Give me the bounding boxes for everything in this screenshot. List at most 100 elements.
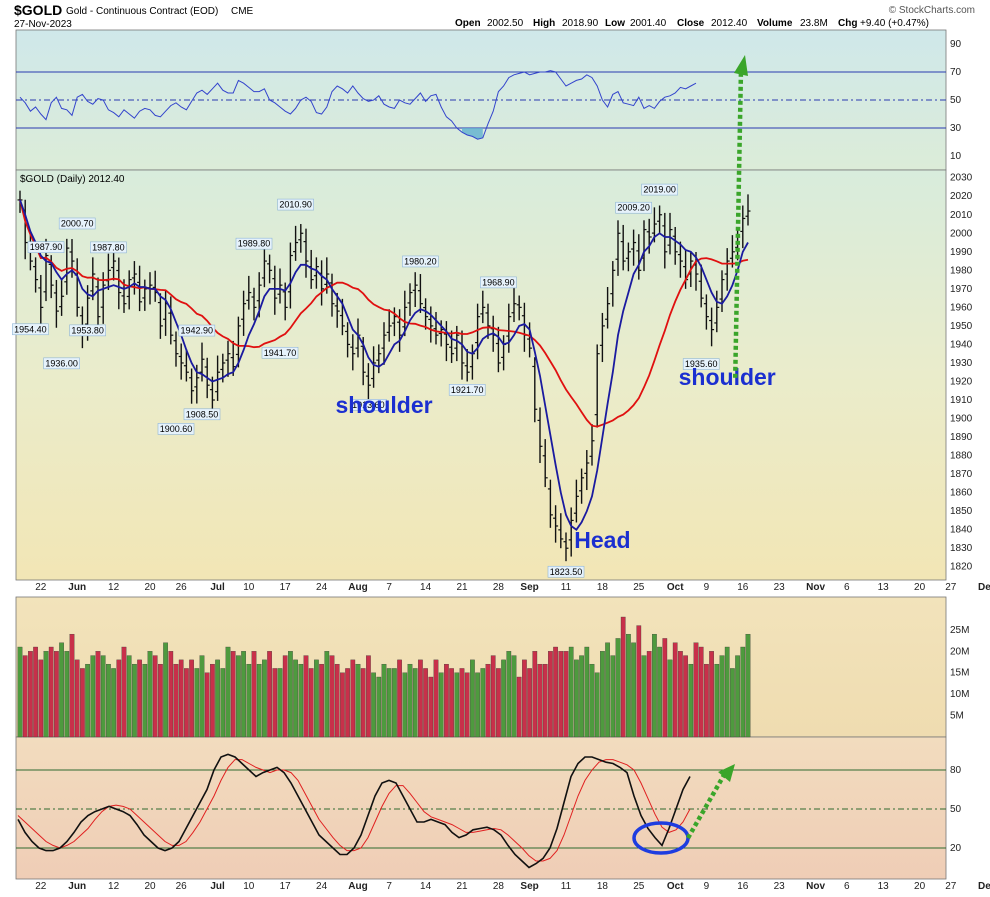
x-tick-label-bottom: 13: [878, 881, 890, 892]
stoch-tick-label: 80: [950, 765, 962, 776]
rsi-chart: 10 30 50 70 90: [16, 39, 962, 162]
price-label-box: [615, 201, 652, 214]
rsi-line: [19, 70, 697, 140]
volume-bar: [667, 659, 673, 738]
volume-bar: [22, 655, 28, 738]
chg-value: +9.40 (+0.47%): [860, 18, 929, 29]
volume-bar: [64, 651, 70, 738]
stochastic-panel: [15, 736, 947, 880]
x-tick-label-bottom: Aug: [348, 881, 367, 892]
x-tick-label-top: 11: [561, 582, 572, 593]
price-label-box: [157, 423, 195, 435]
stoch-tick-label: 50: [950, 804, 962, 815]
volume-bar: [719, 655, 725, 738]
price-label-box: [480, 276, 517, 289]
x-tick-label-top: 22: [35, 582, 47, 593]
volume-bar: [672, 642, 678, 738]
high-label: High: [533, 18, 555, 29]
price-tick-label: 1890: [950, 432, 973, 443]
stoch-projection-arrow-head: [718, 764, 735, 782]
volume-bar: [147, 651, 153, 738]
volume-bar: [329, 655, 335, 738]
price-label: 1936.00: [45, 358, 78, 368]
x-tick-label-bottom: 23: [774, 881, 786, 892]
volume-bar: [501, 659, 506, 738]
volume-bar: [189, 659, 194, 738]
volume-bar: [334, 663, 340, 738]
volume-bar: [142, 663, 148, 738]
x-tick-label-top: 7: [386, 582, 392, 593]
volume-bar: [158, 663, 163, 738]
volume-bar: [678, 651, 683, 738]
volume-tick-label: 15M: [950, 668, 969, 679]
price-label-box: [261, 346, 299, 359]
x-tick-label-top: 10: [243, 582, 255, 593]
price-label: 2010.90: [279, 200, 312, 210]
close-value: 2012.40: [711, 18, 748, 29]
rsi-tick-label: 70: [950, 67, 962, 78]
volume-bar: [324, 651, 330, 738]
volume-bar: [631, 642, 636, 738]
volume-bar: [392, 668, 397, 738]
volume-bar: [184, 668, 189, 738]
x-tick-label-bottom: 27: [945, 881, 957, 892]
price-label: 1921.70: [451, 385, 484, 395]
price-label: 1942.90: [181, 326, 214, 336]
volume-bar: [652, 633, 657, 738]
open-label: Open: [455, 18, 481, 29]
projection-arrow-head: [734, 55, 748, 76]
volume-bar: [662, 638, 668, 738]
volume-bar: [626, 633, 631, 738]
volume-bar: [308, 668, 314, 738]
volume-bar: [527, 668, 532, 738]
ma-short-line: [19, 199, 749, 531]
volume-bar: [641, 655, 647, 738]
volume-bar: [100, 655, 106, 738]
volume-bar: [366, 655, 371, 738]
volume-bar: [454, 672, 460, 738]
volume-bar: [438, 672, 444, 738]
exchange-label: CME: [231, 6, 254, 17]
x-tick-label-top: 24: [316, 582, 328, 593]
chg-label: Chg: [838, 18, 857, 29]
price-label-box: [547, 565, 585, 578]
price-label-box: [277, 198, 314, 211]
volume-bar: [319, 663, 324, 738]
volume-bar: [121, 646, 127, 738]
price-label-box: [178, 324, 216, 337]
volume-bar: [548, 651, 553, 738]
volume-bar: [610, 655, 616, 738]
volume-bar: [605, 642, 610, 738]
x-tick-label-top: 16: [737, 582, 749, 593]
stoch-projection-arrow: [686, 773, 726, 840]
x-tick-label-bottom: 21: [456, 881, 468, 892]
volume-bar: [423, 668, 428, 738]
volume-bar: [230, 651, 236, 738]
price-tick-label: 2010: [950, 210, 973, 221]
price-label: 1941.70: [264, 348, 297, 358]
price-tick-label: 1840: [950, 525, 973, 536]
price-label: 1953.80: [71, 325, 104, 335]
x-tick-label-top: Dec: [978, 582, 990, 593]
price-label-box: [682, 358, 720, 370]
volume-bar: [288, 651, 293, 738]
volume-chart: 25M 20M 15M 10M 5M: [17, 616, 969, 738]
volume-bar: [54, 651, 59, 738]
volume-bar: [293, 659, 298, 738]
x-tick-label-top: 18: [597, 582, 609, 593]
price-label-box: [90, 241, 127, 254]
price-tick-label: 1820: [950, 562, 973, 573]
x-tick-label-bottom: 17: [280, 881, 292, 892]
volume-bar: [298, 663, 304, 738]
price-tick-label: 2020: [950, 191, 973, 202]
volume-bar: [178, 659, 184, 738]
volume-bar: [38, 659, 44, 738]
volume-bar: [600, 651, 605, 738]
volume-bar: [262, 659, 267, 738]
volume-bar: [59, 642, 64, 738]
symbol-description: Gold - Continuous Contract (EOD): [66, 6, 218, 17]
volume-bar: [272, 668, 278, 738]
price-tick-label: 1990: [950, 247, 973, 258]
volume-bar: [709, 651, 714, 738]
